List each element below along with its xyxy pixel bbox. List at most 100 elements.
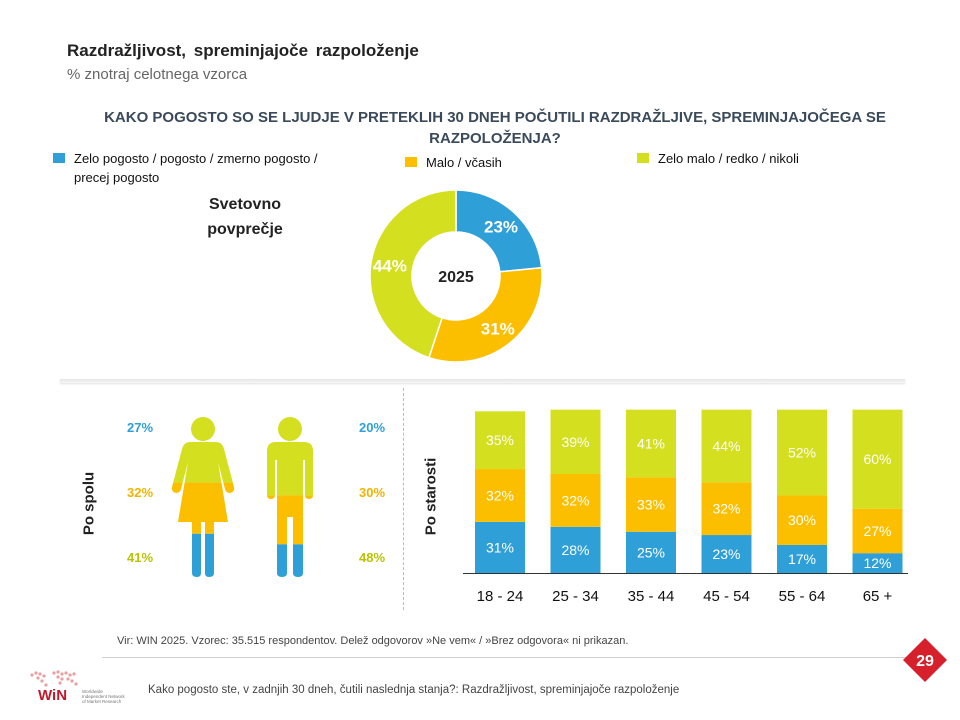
vertical-divider (403, 388, 404, 610)
age-bar-segment (852, 553, 903, 573)
legend-swatch (637, 153, 649, 163)
donut-slice-label: 23% (484, 217, 518, 236)
age-bar-label: 17% (788, 551, 816, 567)
page-number-badge: 29 (903, 638, 947, 687)
age-bar-segment (852, 409, 903, 509)
legend-label: Zelo malo / redko / nikoli (658, 151, 799, 166)
age-bar-label: 52% (788, 445, 816, 461)
age-bar-label: 32% (561, 492, 589, 508)
age-bar-segment (777, 495, 827, 545)
footer-divider (102, 657, 940, 658)
gender-figures: 27% 32% 41% 20% 30% 48% (127, 417, 385, 577)
legend-label-line-1: Zelo pogosto / pogosto / zmerno pogosto … (74, 151, 318, 166)
donut-slice (369, 189, 457, 359)
gender-value-label: 48% (359, 550, 385, 565)
gender-bar-segment (171, 417, 235, 483)
age-axis-title: Po starosti (422, 457, 440, 536)
age-bar-label: 25% (637, 544, 665, 560)
logo-subtext: Independent Network (82, 694, 126, 699)
question-line-2: RAZPOLOŽENJA? (429, 130, 561, 147)
age-bar-segment (852, 508, 903, 554)
age-bar-segment (475, 411, 525, 470)
gender-bar-segment (267, 544, 313, 577)
age-category-label: 65 + (863, 588, 893, 605)
age-bar-label: 23% (712, 546, 740, 562)
age-bar-label: 41% (637, 435, 665, 451)
age-category-label: 18 - 24 (477, 588, 524, 605)
gender-axis-title: Po spolu (80, 471, 98, 536)
win-logo: WiN Worldwide Independent Network of Mar… (24, 667, 134, 712)
age-bar-segment (550, 409, 601, 474)
male-figure (267, 417, 313, 577)
gender-value-label: 41% (127, 550, 153, 565)
legend-label: Zelo pogosto / pogosto / zmerno pogosto … (74, 149, 318, 187)
age-bar-label: 44% (712, 438, 740, 454)
age-bar-label: 12% (863, 555, 891, 571)
page-badge-shape: 29 (903, 638, 947, 682)
age-bar-segment (701, 482, 752, 536)
legend-item-rarely: Zelo malo / redko / nikoli (637, 149, 799, 168)
age-category-label: 45 - 54 (703, 588, 750, 605)
legend-label-line-2: precej pogosto (74, 170, 160, 185)
age-bar-segment (626, 409, 676, 478)
source-note: Vir: WIN 2025. Vzorec: 35.515 respondent… (117, 635, 629, 647)
age-bar-label: 31% (486, 539, 514, 555)
age-bar-label: 60% (863, 451, 891, 467)
logo-subtext: of Market Research (82, 699, 122, 704)
age-category-label: 25 - 34 (552, 588, 599, 605)
donut-slice-label: 44% (373, 256, 407, 275)
age-bar-segment (701, 409, 752, 483)
gender-bar-segment (171, 533, 235, 577)
age-bar-segment (777, 409, 827, 496)
donut-slice-label: 31% (481, 319, 515, 338)
global-label-line-1: Svetovno (208, 196, 281, 213)
age-bar-segment (626, 477, 676, 532)
page-title: Razdražljivost, spreminjajoče razpoložen… (67, 41, 419, 60)
legend-label: Malo / včasih (426, 155, 502, 170)
global-average-label: Svetovno povprečje (190, 192, 300, 242)
gender-bar-segment (267, 417, 313, 496)
donut-chart: 23% 31% 44% 2025 (369, 189, 543, 363)
chart-question: KAKO POGOSTO SO SE LJUDJE V PRETEKLIH 30… (90, 107, 900, 149)
donut-center-label: 2025 (438, 269, 474, 286)
question-footnote: Kako pogosto ste, v zadnjih 30 dneh, čut… (148, 684, 680, 696)
age-bar-label: 32% (712, 501, 740, 517)
world-map-icon: WiN Worldwide Independent Network of Mar… (30, 670, 126, 704)
age-bar-segment (475, 521, 525, 573)
page-number: 29 (916, 653, 934, 670)
age-bar-segment (626, 531, 676, 573)
age-bar-label: 39% (561, 434, 589, 450)
gender-bar-segment (171, 482, 235, 534)
legend-swatch (53, 153, 65, 163)
donut-slice (455, 189, 543, 273)
gender-value-label: 32% (127, 485, 153, 500)
age-bar-segment (701, 535, 752, 573)
age-category-label: 55 - 64 (779, 588, 826, 605)
legend-swatch (405, 157, 417, 167)
female-figure (171, 417, 235, 577)
gender-value-label: 20% (359, 420, 385, 435)
page-subtitle: % znotraj celotnega vzorca (67, 66, 248, 83)
logo-text: WiN (38, 687, 67, 704)
section-divider (60, 379, 905, 383)
age-bar-segment (777, 544, 827, 573)
legend-item-often: Zelo pogosto / pogosto / zmerno pogosto … (53, 149, 318, 187)
age-bar-label: 27% (863, 523, 891, 539)
age-bar-label: 33% (637, 497, 665, 513)
logo-subtext: Worldwide (82, 689, 103, 694)
age-bar-chart: 31% 32% 35% 18 - 24 28% 32% 39% 25 - 34 25% 33% 41… (463, 409, 908, 605)
global-label-line-2: povprečje (207, 221, 283, 238)
age-category-label: 35 - 44 (628, 588, 675, 605)
gender-value-label: 27% (127, 420, 153, 435)
age-bar-segment (550, 526, 601, 573)
donut-slice (427, 266, 543, 363)
age-bar-label: 28% (561, 542, 589, 558)
legend-item-sometimes: Malo / včasih (405, 153, 502, 172)
gender-value-label: 30% (359, 485, 385, 500)
gender-bar-segment (267, 495, 313, 545)
age-bar-label: 32% (486, 487, 514, 503)
age-bar-segment (475, 469, 525, 522)
age-bar-segment (550, 474, 601, 527)
age-bar-label: 30% (788, 512, 816, 528)
age-bar-label: 35% (486, 432, 514, 448)
